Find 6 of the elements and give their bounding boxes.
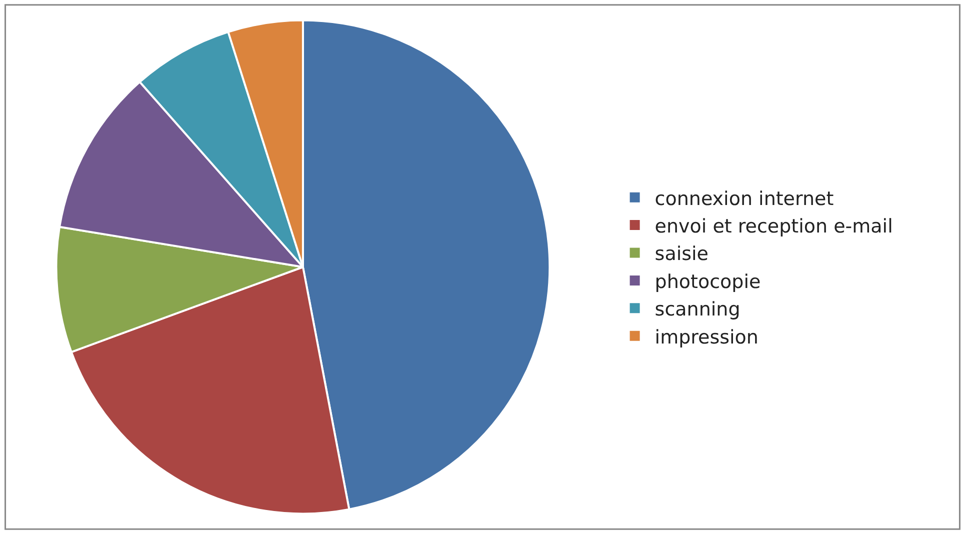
- legend-label: photocopie: [654, 270, 761, 293]
- legend-label: envoi et reception e-mail: [654, 215, 893, 238]
- legend-label: scanning: [654, 298, 740, 321]
- legend-label: impression: [654, 326, 758, 348]
- legend-label: connexion internet: [654, 188, 834, 210]
- legend-label: saisie: [654, 243, 709, 266]
